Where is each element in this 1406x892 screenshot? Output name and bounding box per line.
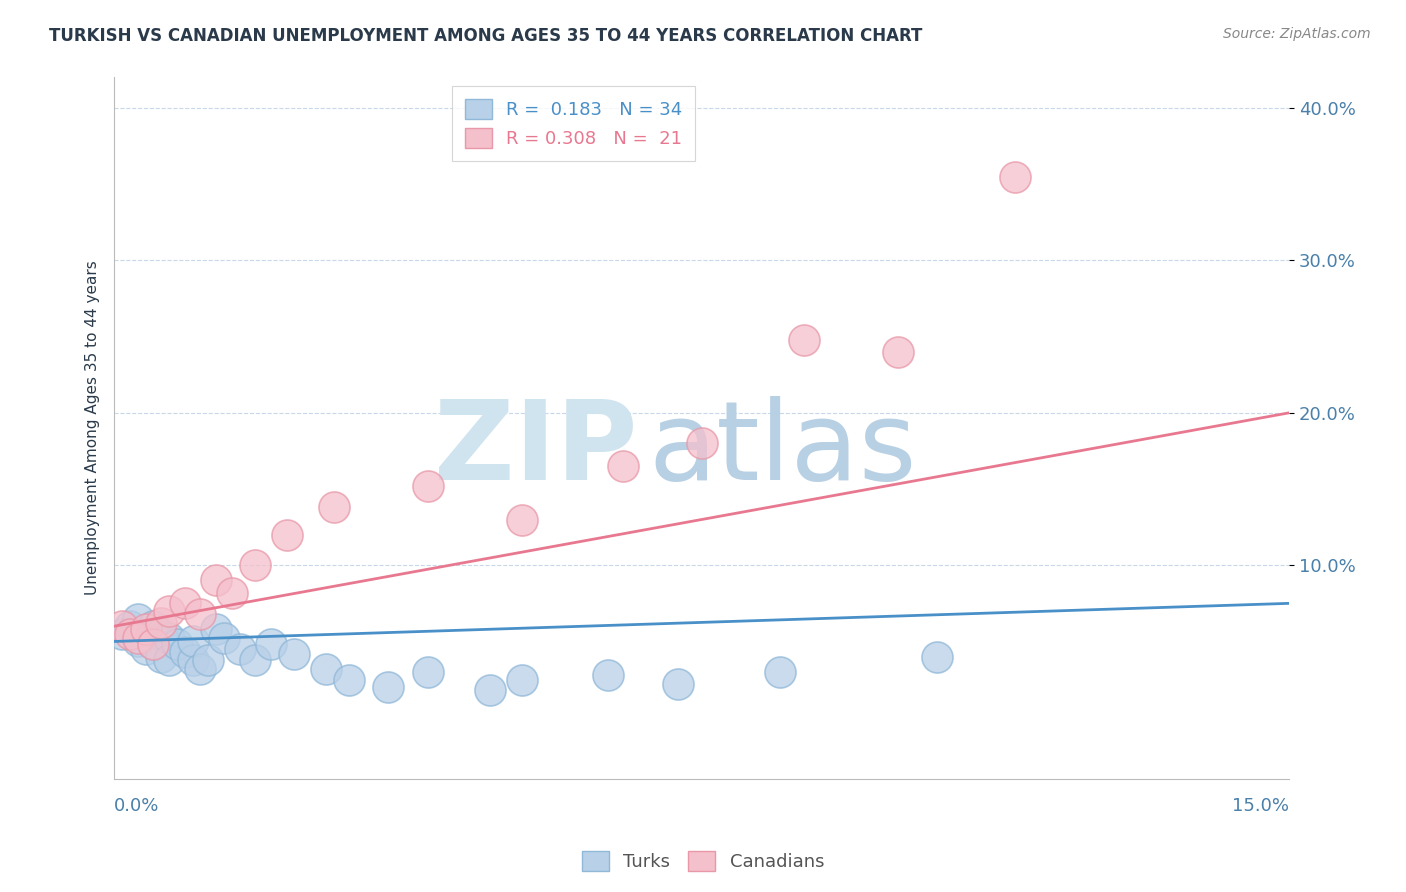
Point [150, 649, 173, 664]
Point [510, 673, 533, 687]
Text: 15.0%: 15.0% [1232, 797, 1289, 815]
Point [666, 677, 689, 691]
Point [157, 632, 180, 646]
Point [510, 512, 533, 526]
Text: TURKISH VS CANADIAN UNEMPLOYMENT AMONG AGES 35 TO 44 YEARS CORRELATION CHART: TURKISH VS CANADIAN UNEMPLOYMENT AMONG A… [49, 27, 922, 45]
Point [1004, 169, 1026, 184]
Point [190, 607, 212, 621]
Point [205, 622, 228, 636]
Point [142, 638, 165, 652]
Point [612, 459, 634, 474]
Point [337, 673, 360, 687]
Point [181, 653, 204, 667]
Point [135, 627, 157, 641]
Legend: R =  0.183   N = 34, R = 0.308   N =  21: R = 0.183 N = 34, R = 0.308 N = 21 [453, 87, 696, 161]
Point [245, 653, 267, 667]
Point [142, 619, 165, 633]
Point [416, 479, 439, 493]
Point [111, 627, 134, 641]
Point [205, 574, 228, 588]
Point [166, 638, 188, 652]
Text: 0.0%: 0.0% [114, 797, 159, 815]
Point [111, 619, 134, 633]
Point [127, 632, 149, 646]
Point [793, 333, 815, 347]
Point [245, 558, 267, 573]
Legend: Turks, Canadians: Turks, Canadians [575, 844, 831, 879]
Point [127, 634, 149, 648]
Point [173, 596, 195, 610]
Text: atlas: atlas [648, 395, 917, 502]
Point [276, 527, 298, 541]
Point [190, 662, 212, 676]
Point [377, 680, 399, 694]
Point [212, 632, 235, 646]
Point [315, 662, 337, 676]
Point [173, 645, 195, 659]
Point [228, 642, 250, 657]
Point [221, 585, 243, 599]
Point [135, 622, 157, 636]
Y-axis label: Unemployment Among Ages 35 to 44 years: Unemployment Among Ages 35 to 44 years [86, 260, 100, 596]
Point [157, 604, 180, 618]
Point [135, 642, 157, 657]
Point [181, 634, 204, 648]
Point [479, 683, 502, 698]
Point [416, 665, 439, 679]
Point [157, 653, 180, 667]
Point [596, 668, 619, 682]
Text: ZIP: ZIP [433, 395, 637, 502]
Point [127, 611, 149, 625]
Point [886, 344, 908, 359]
Point [283, 647, 305, 661]
Point [118, 619, 141, 633]
Point [150, 616, 173, 631]
Point [925, 649, 948, 664]
Point [197, 653, 219, 667]
Point [260, 638, 283, 652]
Point [118, 627, 141, 641]
Point [142, 638, 165, 652]
Point [769, 665, 792, 679]
Point [322, 500, 344, 515]
Text: Source: ZipAtlas.com: Source: ZipAtlas.com [1223, 27, 1371, 41]
Point [150, 627, 173, 641]
Point [690, 436, 713, 450]
